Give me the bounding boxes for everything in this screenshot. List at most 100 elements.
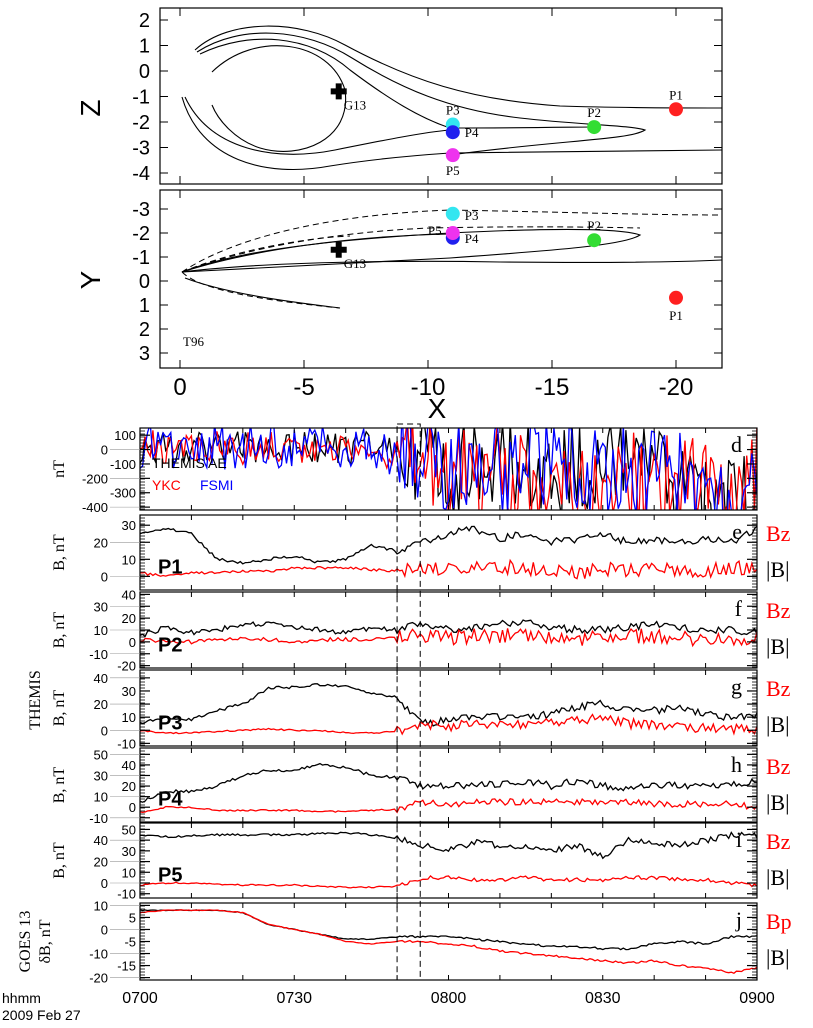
y-tick-label: 40: [122, 587, 136, 602]
y-tick-label: 0: [139, 271, 150, 293]
y-tick-label: 40: [94, 671, 108, 686]
panel-frame: [139, 591, 758, 669]
y-tick-label: 50: [94, 747, 108, 762]
panel-g: 40 30 20 10 0 -10 g P3 B, nT Bz |B|: [51, 669, 791, 751]
y-tick-label: 30: [94, 599, 108, 614]
point-p5: [445, 226, 460, 240]
y-tick-label: 30: [122, 844, 136, 859]
point-p1: [669, 102, 683, 117]
y-tick-label: 30: [122, 684, 136, 699]
y-axis-label: GOES 13: [17, 911, 34, 973]
y-tick-label: -10: [89, 811, 108, 826]
y-tick-label: -10: [89, 947, 108, 962]
panel-letter: d: [731, 432, 742, 457]
y-tick-label: 50: [122, 822, 136, 837]
panel-letter: e: [732, 519, 742, 544]
y-tick-label: -2: [132, 223, 150, 245]
y-tick-label: 100: [114, 428, 136, 443]
z-tick-label: 0: [139, 61, 150, 83]
point-label: P2: [587, 218, 601, 233]
legend-red: Bz: [766, 829, 791, 854]
y-tick-label: 10: [94, 898, 108, 913]
series-b-line: [140, 831, 757, 860]
series-bp-line: [140, 909, 757, 974]
point-label: P4: [465, 125, 479, 140]
legend-ae: THEMIS AE: [152, 455, 227, 471]
legend-ykc: YKC: [152, 477, 181, 493]
legend-red: Bz: [766, 676, 791, 701]
x-tick-label: 0830: [585, 990, 621, 1007]
y-tick-label: 10: [122, 865, 136, 880]
y-tick-label: 0: [101, 569, 108, 584]
series-bz-line: [140, 874, 757, 889]
y-tick-label: 10: [122, 552, 136, 567]
y-axis-label: B, nT: [51, 690, 68, 727]
panel-frame: [139, 669, 758, 747]
point-label: P1: [669, 308, 683, 323]
panel-letter: j: [735, 907, 742, 932]
y-tick-label: -300: [110, 486, 136, 501]
point-p1: [669, 290, 683, 305]
z-tick-label: -2: [132, 112, 150, 134]
series-b-line: [140, 619, 757, 638]
y-tick-label: 20: [94, 697, 108, 712]
y-axis-label: δB, nT: [37, 919, 54, 963]
y-tick-label: -10: [89, 647, 108, 662]
y-axis-label: B, nT: [51, 767, 68, 804]
x-tick-label: 0700: [122, 990, 158, 1007]
z-field-lines: [181, 25, 723, 171]
y-tick-label: 40: [94, 833, 108, 848]
point-label: P5: [428, 223, 442, 238]
series-ykc-line: [140, 428, 757, 510]
y-tick-label: -3: [132, 199, 150, 221]
y-tick-label: 1: [139, 295, 150, 317]
point-p2: [587, 120, 602, 135]
point-label: G13: [344, 97, 366, 112]
point-label: P3: [446, 103, 460, 118]
y-tick-label: -20: [117, 659, 136, 674]
y-axis-label: B, nT: [51, 612, 68, 649]
x-tick-label: 0900: [739, 990, 775, 1007]
legend-black: |B|: [766, 865, 789, 890]
g13-marker: [330, 83, 347, 100]
probe-label: P2: [158, 634, 182, 656]
point-p3: [445, 206, 460, 221]
series-bz-line: [140, 627, 757, 648]
panel-e: 30 20 10 0 e P1 B, nT Bz |B|: [51, 514, 791, 591]
y-tick-label: 3: [139, 343, 150, 365]
y-tick-label: -10: [117, 736, 136, 751]
point-label: P5: [446, 163, 460, 178]
legend-black: |B|: [766, 790, 789, 815]
x-tick-label: 0800: [431, 990, 467, 1007]
point-label: P1: [669, 87, 683, 102]
y-tick-label: 30: [122, 518, 136, 533]
probe-label: P4: [158, 789, 183, 811]
legend-fsmi: FSMI: [200, 477, 233, 493]
legend-red: Bz: [766, 521, 791, 546]
series-b-line: [140, 525, 757, 565]
panel-frame: [139, 514, 758, 591]
y-tick-label: 0: [101, 723, 108, 738]
y-tick-label: 0: [129, 800, 136, 815]
y-tick-label: 10: [94, 623, 108, 638]
panel-letter: i: [736, 827, 742, 852]
y-tick-label: 2: [139, 319, 150, 341]
legend-red: Bz: [766, 598, 791, 623]
g13-marker: [330, 241, 347, 258]
y-tick-label: -200: [82, 471, 108, 486]
y-panel-frame: [159, 189, 723, 369]
y-tick-label: 0: [129, 635, 136, 650]
z-tick-label: 2: [139, 10, 150, 32]
x-tick-label: 0730: [276, 990, 312, 1007]
legend-red: Bz: [766, 754, 791, 779]
y-tick-label: 10: [122, 710, 136, 725]
point-p4: [445, 125, 460, 140]
y-axis-label: Y: [75, 270, 106, 289]
panel-i: 50 40 30 20 10 0 -10 i P5 B, nT Bz |B|: [51, 822, 791, 902]
legend-black: |B|: [766, 634, 789, 659]
x-axis-label: hhmm: [2, 990, 41, 1006]
panel-frame: [139, 902, 758, 981]
y-axis-label: B, nT: [51, 534, 68, 571]
